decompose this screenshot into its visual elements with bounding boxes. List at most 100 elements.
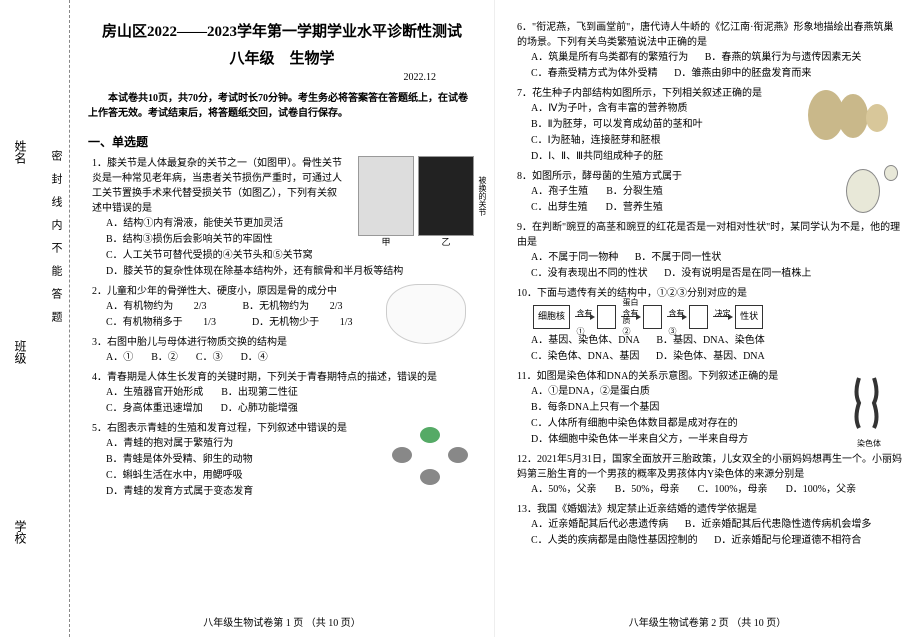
q3-opt-b: B．② [151,350,178,366]
q1-num: 1． [92,158,107,169]
q2-opt-b: B．无机物约为 [243,301,310,312]
question-7: 7．花生种子内部结构如图所示，下列相关叙述正确的是 A．Ⅳ为子叶，含有丰富的营养… [513,86,902,165]
q8-opt-c: C．出芽生殖 [531,200,588,216]
question-13: 13．我国《婚姻法》规定禁止近亲结婚的遗传学依据是 A．近亲婚配其后代必患遗传病… [513,502,902,549]
question-9: 9．在判断"豌豆的高茎和豌豆的红花是否是一对相对性状"时，某同学认为不是，他的理… [513,220,902,282]
q9-opt-b: B．不属于同一性状 [635,250,722,266]
q4-opt-d: D．心肺功能增强 [221,401,298,417]
q12-opt-d: D．100%，父亲 [786,482,857,498]
q13-stem: 我国《婚姻法》规定禁止近亲结婚的遗传学依据是 [537,504,757,515]
q12-num: 12． [517,454,537,465]
q2-opt-d: D．无机物少于 [252,317,319,328]
label-class: 班级 [12,340,29,364]
footer-page-2: 八年级生物试卷第 2 页 （共 10 页） [495,614,920,629]
figure-peanut [808,86,898,146]
q6-opt-a: A．筑巢是所有鸟类都有的繁殖行为 [531,50,688,66]
flowchart-genetics: 细胞核 含有① 含有②蛋白质 含有③ 决定 性状 [533,305,902,329]
q3-stem: 右图中胎儿与母体进行物质交换的结构是 [107,337,287,348]
q13-opt-b: B．近亲婚配其后代患隐性遗传病机会增多 [685,517,872,533]
q2-stem: 儿童和少年的骨弹性大、硬度小，原因是骨的成分中 [107,286,337,297]
q7-num: 7． [517,88,532,99]
q3-opt-c: C．③ [196,350,223,366]
question-11: 11．如图是染色体和DNA的关系示意图。下列叙述正确的是 染色体 A．①是DNA… [513,369,902,448]
seal-line-text: 密封线内不能答题 [48,150,64,334]
q6-opt-b: B．春燕的筑巢行为与遗传因素无关 [705,50,862,66]
label-school: 学校 [12,520,29,544]
q5-num: 5． [92,423,107,434]
q4-opt-c: C．身高体重迅速增加 [106,401,203,417]
exam-date: 2022.12 [88,72,476,83]
question-1: 1．膝关节是人体最复杂的关节之一（如图甲）。骨性关节炎是一种常见老年病，当患者关… [88,156,476,280]
question-2: 2．儿童和少年的骨弹性大、硬度小，原因是骨的成分中 A．有机物约为 2/3 B．… [88,284,476,331]
figure-frog-lifecycle [390,427,470,487]
q13-opt-d: D．近亲婚配与伦理道德不相符合 [714,533,861,549]
exam-subtitle: 八年级 生物学 [88,47,476,68]
q3-opt-a: A．① [106,350,133,366]
q3-opt-d: D．④ [241,350,268,366]
q9-stem: 在判断"豌豆的高茎和豌豆的红花是否是一对相对性状"时，某同学认为不是，他的理由是 [517,222,900,248]
q1-stem: 膝关节是人体最复杂的关节之一（如图甲）。骨性关节炎是一种常见老年病，当患者关节损… [92,158,342,214]
q1-opt-d: D．膝关节的复杂性体现在除基本结构外，还有髌骨和半月板等结构 [106,264,476,280]
q12-opt-a: A．50%，父亲 [531,482,597,498]
q13-opt-a: A．近亲婚配其后代必患遗传病 [531,517,668,533]
q10-num: 10． [517,288,537,299]
figure-chromosome: 染色体 [844,373,894,433]
page-2: 6．"衔泥燕，飞到画堂前"，唐代诗人牛峤的《忆江南·衔泥燕》形象地描绘出春燕筑巢… [495,0,920,637]
q8-num: 8． [517,171,532,182]
question-10: 10．下面与遗传有关的结构中，①②③分别对应的是 细胞核 含有① 含有②蛋白质 … [513,286,902,365]
q12-opt-c: C．100%，母亲 [698,482,768,498]
fig-cap-jia: 甲 [358,236,414,250]
q9-num: 9． [517,222,532,233]
q2-num: 2． [92,286,107,297]
q4-num: 4． [92,372,107,383]
label-name: 姓名 [12,140,29,164]
page-1: 房山区2022——2023学年第一学期学业水平诊断性测试 八年级 生物学 202… [70,0,495,637]
q9-opt-d: D．没有说明是否是在同一植株上 [664,266,811,282]
q8-opt-d: D．营养生殖 [606,200,663,216]
q7-opt-d: D．Ⅰ、Ⅱ、Ⅲ共同组成种子的胚 [531,149,902,165]
fig-cap-yi: 乙 [418,236,474,250]
q12-opt-b: B．50%，母亲 [615,482,680,498]
exam-title: 房山区2022——2023学年第一学期学业水平诊断性测试 [88,20,476,41]
q13-opt-c: C．人类的疾病都是由隐性基因控制的 [531,533,698,549]
q2-opt-a: A．有机物约为 [106,301,173,312]
q7-stem: 花生种子内部结构如图所示，下列相关叙述正确的是 [532,88,762,99]
q8-stem: 如图所示，酵母菌的生殖方式属于 [532,171,682,182]
question-12: 12．2021年5月31日，国家全面放开三胎政策，儿女双全的小丽妈妈想再生一个。… [513,452,902,498]
q3-num: 3． [92,337,107,348]
q2-opt-c: C．有机物稍多于 [106,317,183,328]
q6-stem: "衔泥燕，飞到画堂前"，唐代诗人牛峤的《忆江南·衔泥燕》形象地描绘出春燕筑巢的场… [517,22,894,48]
q5-stem: 右图表示青蛙的生殖和发育过程，下列叙述中错误的是 [107,423,347,434]
q11-num: 11． [517,371,537,382]
q6-num: 6． [517,22,532,33]
q6-opt-c: C．春燕受精方式为体外受精 [531,66,658,82]
q10-opt-d: D．染色体、基因、DNA [656,349,765,365]
q11-stem: 如图是染色体和DNA的关系示意图。下列叙述正确的是 [537,371,779,382]
exam-instructions: 本试卷共10页，共70分，考试时长70分钟。考生务必将答案答在答题纸上，在试卷上… [88,91,476,121]
q1-opt-c: C．人工关节可替代受损的④关节头和⑤关节窝 [106,248,476,264]
question-6: 6．"衔泥燕，飞到画堂前"，唐代诗人牛峤的《忆江南·衔泥燕》形象地描绘出春燕筑巢… [513,20,902,82]
binding-margin: 姓名 班级 学校 密封线内不能答题 [0,0,70,637]
question-3: 3．右图中胎儿与母体进行物质交换的结构是 A．① B．② C．③ D．④ [88,335,476,366]
figure-knee: 甲 乙 被换的关节 [358,156,478,246]
q9-opt-a: A．不属于同一物种 [531,250,618,266]
q4-opt-a: A．生殖器官开始形成 [106,385,203,401]
q4-stem: 青春期是人体生长发育的关键时期，下列关于青春期特点的描述，错误的是 [107,372,437,383]
figure-yeast [846,169,896,219]
section-1-heading: 一、单选题 [88,133,476,150]
question-5: 5．右图表示青蛙的生殖和发育过程，下列叙述中错误的是 A．青蛙的抱对属于繁殖行为… [88,421,476,500]
q4-opt-b: B．出现第二性征 [221,385,298,401]
q12-stem: 2021年5月31日，国家全面放开三胎政策，儿女双全的小丽妈妈想再生一个。小丽妈… [517,454,902,480]
q8-opt-b: B．分裂生殖 [606,184,663,200]
footer-page-1: 八年级生物试卷第 1 页 （共 10 页） [70,614,494,629]
q6-opt-d: D．雏燕由卵中的胚盘发育而来 [674,66,811,82]
fig-cap-repl: 被换的关节 [476,176,488,216]
q10-opt-c: C．染色体、DNA、基因 [531,349,639,365]
q13-num: 13． [517,504,537,515]
question-8: 8．如图所示，酵母菌的生殖方式属于 A．孢子生殖 B．分裂生殖 C．出芽生殖 D… [513,169,902,216]
fig-chrom-cap: 染色体 [844,438,894,450]
q8-opt-a: A．孢子生殖 [531,184,588,200]
question-4: 4．青春期是人体生长发育的关键时期，下列关于青春期特点的描述，错误的是 A．生殖… [88,370,476,417]
q10-stem: 下面与遗传有关的结构中，①②③分别对应的是 [537,288,747,299]
q9-opt-c: C．没有表现出不同的性状 [531,266,648,282]
